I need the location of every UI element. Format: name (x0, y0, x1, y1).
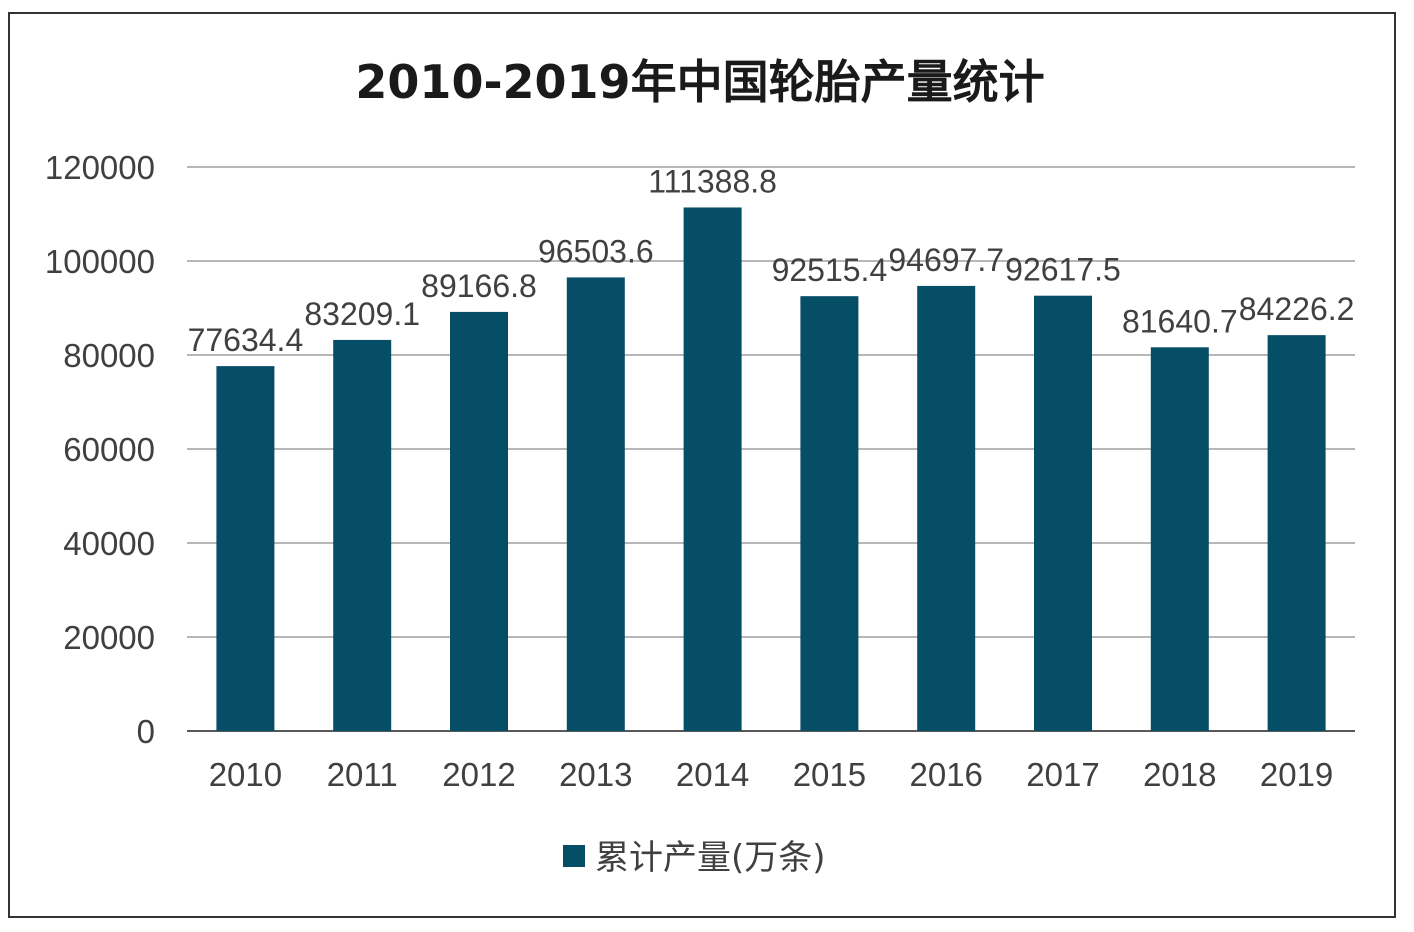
x-tick-label: 2012 (442, 756, 515, 793)
bar (1150, 347, 1209, 731)
bars (216, 207, 1326, 731)
bar (1267, 335, 1326, 731)
data-label: 92515.4 (772, 252, 888, 288)
legend: 累计产量(万条) (563, 838, 826, 878)
data-label: 84226.2 (1239, 291, 1355, 327)
y-tick-label: 60000 (63, 431, 155, 468)
legend-label: 累计产量(万条) (595, 838, 826, 878)
data-label: 89166.8 (421, 268, 537, 304)
y-tick-label: 120000 (45, 149, 155, 186)
y-tick-label: 0 (137, 713, 155, 750)
y-axis-ticks: 0 20000 40000 60000 80000 100000 120000 (45, 149, 155, 750)
bar (917, 285, 976, 731)
x-tick-label: 2019 (1260, 756, 1333, 793)
bar (450, 311, 508, 731)
legend-swatch (563, 845, 585, 867)
y-tick-label: 100000 (45, 243, 155, 280)
data-label: 111388.8 (648, 163, 777, 199)
x-tick-label: 2016 (909, 756, 982, 793)
x-axis-ticks: 2010 2011 2012 2013 2014 2015 2016 2017 2018 2019 (209, 756, 1334, 793)
data-label: 81640.7 (1122, 303, 1238, 339)
bar (333, 339, 392, 731)
y-tick-label: 40000 (63, 525, 155, 562)
y-tick-label: 80000 (63, 337, 155, 374)
x-tick-label: 2017 (1026, 756, 1099, 793)
x-tick-label: 2010 (209, 756, 282, 793)
bar (1034, 295, 1092, 731)
data-label: 92617.5 (1005, 252, 1121, 288)
x-tick-label: 2018 (1143, 756, 1216, 793)
bar (216, 366, 275, 731)
data-label: 77634.4 (188, 322, 304, 358)
x-tick-label: 2013 (559, 756, 632, 793)
data-label: 83209.1 (304, 296, 420, 332)
bar (683, 207, 742, 731)
y-tick-label: 20000 (63, 619, 155, 656)
bar (800, 296, 859, 731)
data-label: 96503.6 (538, 233, 654, 269)
data-label: 94697.7 (888, 242, 1004, 278)
chart-title: 2010-2019年中国轮胎产量统计 (355, 55, 1044, 109)
x-tick-label: 2015 (793, 756, 866, 793)
bar (566, 277, 625, 731)
x-tick-label: 2014 (676, 756, 749, 793)
x-tick-label: 2011 (327, 756, 398, 793)
